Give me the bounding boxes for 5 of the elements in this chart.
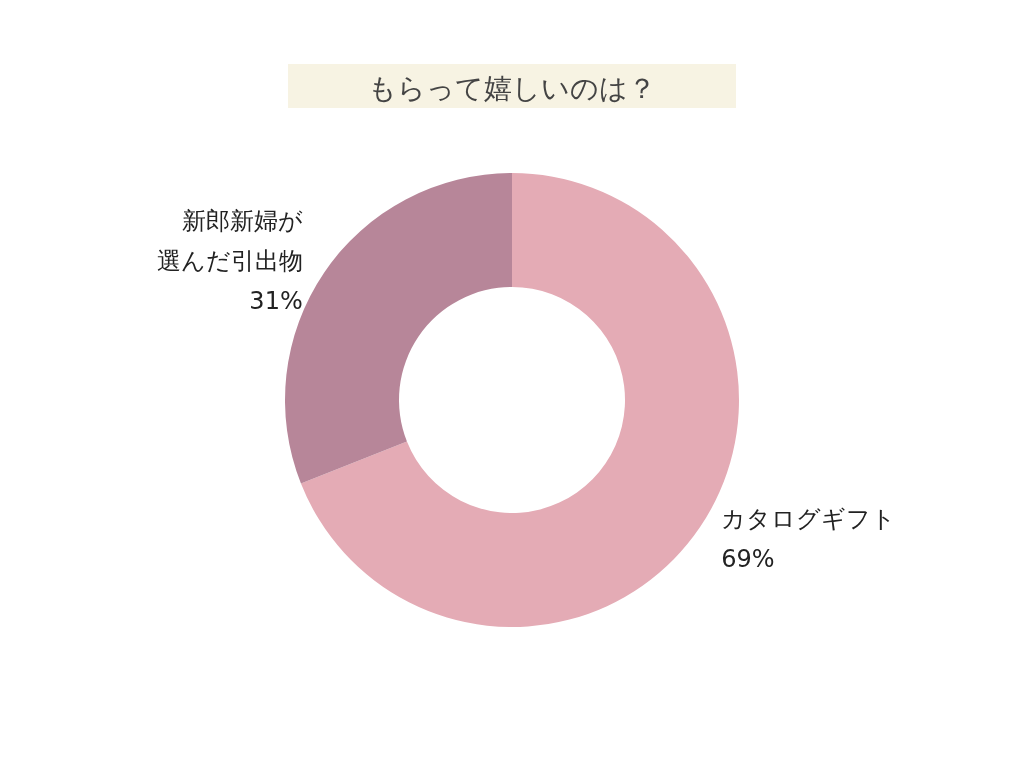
slice-label: カタログギフト	[721, 504, 897, 533]
data-label: 69%	[721, 544, 775, 573]
chart-title: もらって嬉しいのは？	[368, 71, 656, 105]
data-label: 31%	[249, 287, 303, 316]
slice-label: 新郎新婦が選んだ引出物	[156, 207, 303, 276]
